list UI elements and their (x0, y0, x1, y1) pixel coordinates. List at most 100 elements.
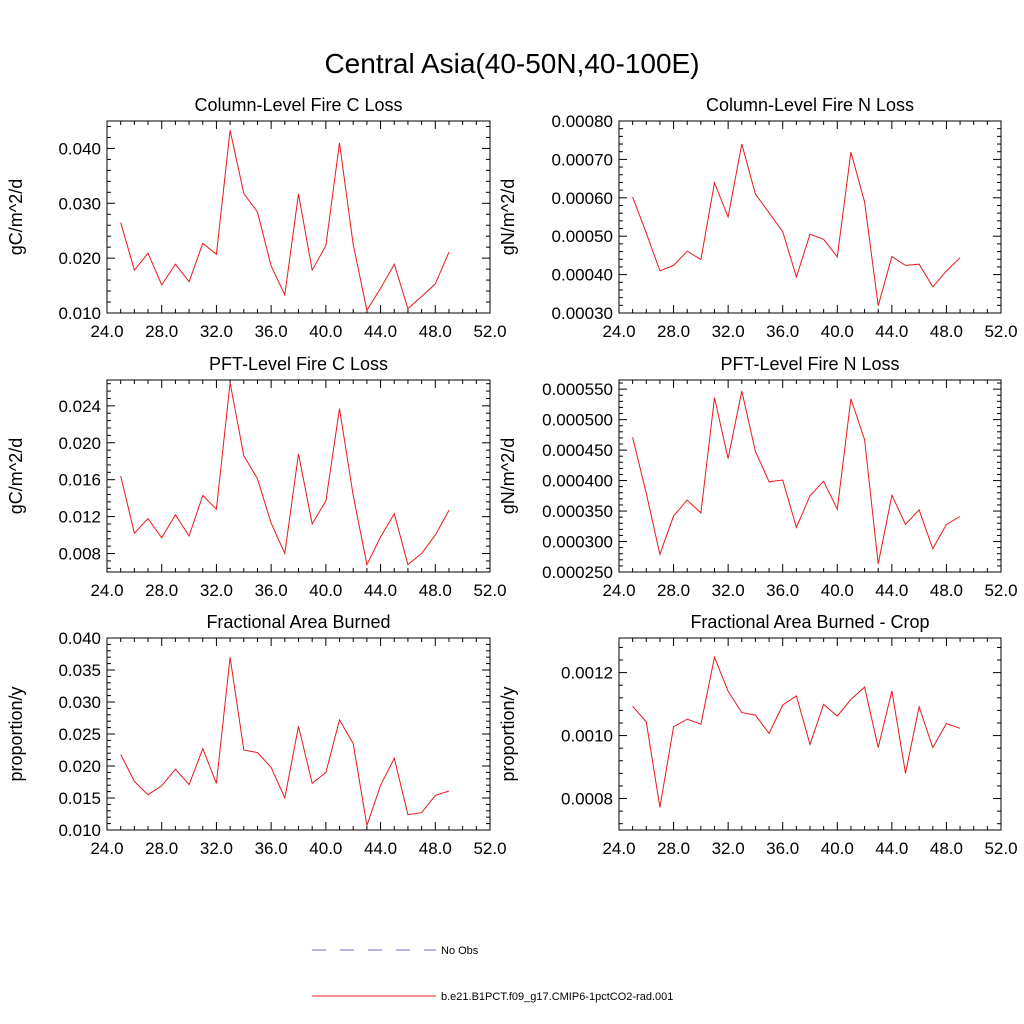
plot-frame (106, 637, 491, 831)
x-tick-label: 40.0 (821, 581, 854, 600)
y-axis-label: gC/m^2/d (6, 438, 26, 514)
y-axis-label: gN/m^2/d (498, 179, 518, 255)
x-tick-label: 48.0 (419, 839, 452, 858)
y-tick-label: 0.0012 (561, 664, 613, 683)
plot-frame (618, 120, 1002, 314)
x-tick-label: 52.0 (473, 839, 506, 858)
y-tick-label: 0.040 (58, 139, 101, 158)
x-tick-label: 36.0 (766, 581, 799, 600)
y-tick-label: 0.00040 (552, 266, 613, 285)
x-tick-label: 36.0 (766, 322, 799, 341)
x-tick-label: 24.0 (90, 322, 123, 341)
x-tick-label: 44.0 (364, 839, 397, 858)
x-tick-label: 28.0 (145, 839, 178, 858)
x-tick-label: 48.0 (930, 581, 963, 600)
plot-frame (618, 637, 1002, 831)
x-tick-label: 40.0 (309, 839, 342, 858)
y-tick-label: 0.000300 (542, 533, 613, 552)
y-tick-label: 0.030 (58, 693, 101, 712)
x-tick-label: 28.0 (145, 581, 178, 600)
x-tick-label: 52.0 (473, 581, 506, 600)
y-tick-label: 0.012 (58, 508, 101, 527)
panel-6: 24.0 28.0 32.0 36.0 40.0 44.0 48.0 52.0 0.0008 0.… (498, 612, 1018, 858)
y-tick-label: 0.000400 (542, 472, 613, 491)
panel-5: 24.0 28.0 32.0 36.0 40.0 44.0 48.0 52.0 0.010 0.0… (6, 612, 507, 858)
y-axis-label: proportion/y (498, 686, 518, 781)
y-tick-label: 0.000350 (542, 502, 613, 521)
x-tick-label: 40.0 (309, 581, 342, 600)
y-tick-label: 0.000450 (542, 441, 613, 460)
y-axis-label: proportion/y (6, 686, 26, 781)
x-tick-label: 44.0 (875, 581, 908, 600)
y-tick-label: 0.010 (58, 821, 101, 840)
x-tick-label: 44.0 (364, 581, 397, 600)
panel-4: 24.0 28.0 32.0 36.0 40.0 44.0 48.0 52.0 0.000250… (498, 354, 1018, 600)
y-tick-label: 0.000250 (542, 563, 613, 582)
panel-2: 24.0 28.0 32.0 36.0 40.0 44.0 48.0 52.0 0.00030 0… (498, 95, 1018, 341)
x-tick-label: 32.0 (712, 839, 745, 858)
x-tick-label: 48.0 (930, 839, 963, 858)
legend-label-model: b.e21.B1PCT.f09_g17.CMIP6-1pctCO2-rad.00… (441, 991, 673, 1003)
panel-title: PFT-Level Fire C Loss (209, 354, 388, 374)
x-tick-label: 52.0 (984, 839, 1017, 858)
y-tick-label: 0.030 (58, 194, 101, 213)
plot-frame (106, 379, 491, 573)
x-tick-label: 44.0 (875, 839, 908, 858)
y-axis-label: gC/m^2/d (6, 179, 26, 255)
x-tick-label: 24.0 (602, 581, 635, 600)
panel-title: PFT-Level Fire N Loss (720, 354, 899, 374)
panel-1: 24.0 28.0 32.0 36.0 40.0 44.0 48.0 52.0 0.010 0.0… (6, 95, 507, 341)
x-tick-label: 52.0 (473, 322, 506, 341)
x-tick-label: 28.0 (657, 581, 690, 600)
series-line (120, 657, 450, 826)
panel-3: 24.0 28.0 32.0 36.0 40.0 44.0 48.0 52.0 0.008 0.0… (6, 354, 507, 600)
y-tick-label: 0.00080 (552, 112, 613, 131)
x-tick-label: 36.0 (766, 839, 799, 858)
y-tick-label: 0.015 (58, 789, 101, 808)
x-tick-label: 32.0 (712, 322, 745, 341)
x-tick-label: 52.0 (984, 322, 1017, 341)
x-tick-label: 40.0 (309, 322, 342, 341)
series-line (632, 143, 961, 306)
x-tick-label: 44.0 (364, 322, 397, 341)
y-tick-label: 0.00030 (552, 304, 613, 323)
x-tick-label: 44.0 (875, 322, 908, 341)
y-axis-label: gN/m^2/d (498, 438, 518, 514)
panel-title: Column-Level Fire N Loss (706, 95, 914, 115)
legend-label-no-obs: No Obs (441, 945, 479, 957)
y-tick-label: 0.00070 (552, 150, 613, 169)
x-tick-label: 40.0 (821, 839, 854, 858)
y-tick-label: 0.000500 (542, 411, 613, 430)
x-tick-label: 28.0 (145, 322, 178, 341)
panel-title: Fractional Area Burned (206, 612, 390, 632)
x-tick-label: 32.0 (200, 839, 233, 858)
series-line (632, 390, 961, 565)
figure-title: Central Asia(40-50N,40-100E) (324, 48, 699, 79)
x-tick-label: 32.0 (712, 581, 745, 600)
x-tick-label: 48.0 (930, 322, 963, 341)
x-tick-label: 24.0 (90, 581, 123, 600)
panel-title: Column-Level Fire C Loss (194, 95, 402, 115)
y-tick-label: 0.040 (58, 629, 101, 648)
y-tick-label: 0.025 (58, 725, 101, 744)
y-tick-label: 0.0010 (561, 727, 613, 746)
panel-title: Fractional Area Burned - Crop (690, 612, 929, 632)
x-tick-label: 24.0 (602, 839, 635, 858)
y-tick-label: 0.024 (58, 397, 101, 416)
x-tick-label: 24.0 (602, 322, 635, 341)
plot-frame (618, 379, 1002, 573)
y-tick-label: 0.035 (58, 661, 101, 680)
x-tick-label: 24.0 (90, 839, 123, 858)
x-tick-label: 36.0 (255, 839, 288, 858)
y-tick-label: 0.016 (58, 471, 101, 490)
plot-frame (106, 120, 491, 314)
y-tick-label: 0.010 (58, 304, 101, 323)
x-tick-label: 36.0 (255, 322, 288, 341)
x-tick-label: 40.0 (821, 322, 854, 341)
series-line (120, 382, 450, 567)
y-tick-label: 0.0008 (561, 790, 613, 809)
y-tick-label: 0.008 (58, 545, 101, 564)
series-line (632, 655, 961, 808)
x-tick-label: 48.0 (419, 322, 452, 341)
